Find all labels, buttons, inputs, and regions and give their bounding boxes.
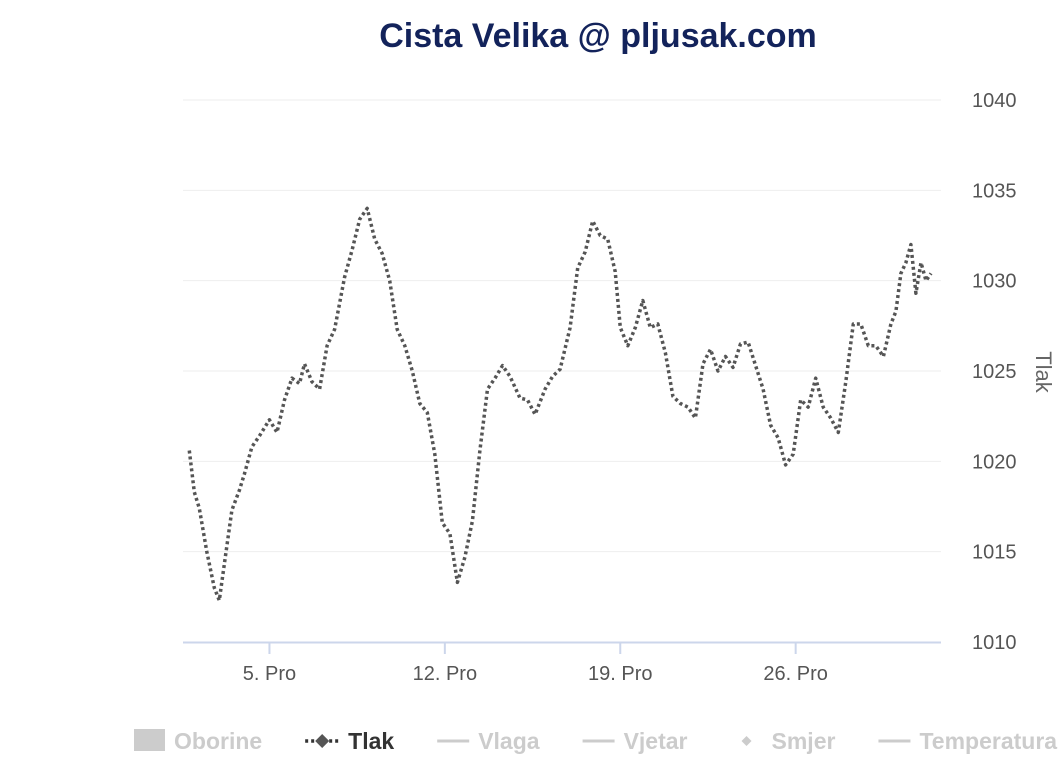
y-axis: 1040 1035 1030 1025 1020 1015 1010 [972, 90, 1017, 654]
legend-label: Temperatura [919, 728, 1057, 754]
legend-marker [315, 734, 330, 748]
legend: Oborine Tlak Vlaga Vjetar Smjer Temperatura [134, 728, 1057, 754]
y-tick-label: 1035 [972, 180, 1017, 202]
series-tlak [187, 206, 933, 603]
legend-label: Smjer [772, 728, 836, 754]
legend-item-vjetar[interactable]: Vjetar [582, 728, 688, 754]
legend-symbol [741, 736, 752, 746]
legend-item-oborine[interactable]: Oborine [134, 728, 262, 754]
x-tick-label: 19. Pro [588, 663, 652, 685]
x-tick-label: 26. Pro [763, 663, 827, 685]
legend-label: Vlaga [478, 728, 540, 754]
legend-label: Tlak [348, 728, 394, 754]
series-line-tlak [187, 206, 933, 603]
legend-item-temperatura[interactable]: Temperatura [878, 728, 1057, 754]
legend-item-smjer[interactable]: Smjer [741, 728, 836, 754]
y-tick-label: 1010 [972, 632, 1017, 654]
y-axis-title: Tlak [1031, 351, 1056, 394]
x-tick-label: 12. Pro [413, 663, 477, 685]
legend-symbol [134, 729, 165, 751]
y-tick-label: 1030 [972, 271, 1017, 293]
legend-label: Vjetar [624, 728, 688, 754]
chart-title: Cista Velika @ pljusak.com [379, 17, 817, 55]
y-tick-label: 1015 [972, 542, 1017, 564]
legend-item-tlak[interactable]: Tlak [305, 728, 394, 754]
y-tick-label: 1025 [972, 361, 1017, 383]
y-tick-label: 1020 [972, 451, 1017, 473]
x-tick-label: 5. Pro [243, 663, 296, 685]
legend-item-vlaga[interactable]: Vlaga [437, 728, 540, 754]
grid-lines [183, 99, 941, 553]
legend-label: Oborine [174, 728, 262, 754]
x-axis: 5. Pro 12. Pro 19. Pro 26. Pro [183, 641, 941, 685]
y-tick-label: 1040 [972, 90, 1017, 112]
